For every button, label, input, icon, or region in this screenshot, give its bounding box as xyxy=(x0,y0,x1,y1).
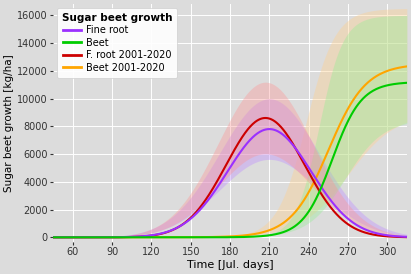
Legend: Fine root, Beet, F. root 2001-2020, Beet 2001-2020: Fine root, Beet, F. root 2001-2020, Beet… xyxy=(57,8,178,78)
X-axis label: Time [Jul. days]: Time [Jul. days] xyxy=(187,260,273,270)
Y-axis label: Sugar beet growth [kg/ha]: Sugar beet growth [kg/ha] xyxy=(4,54,14,192)
